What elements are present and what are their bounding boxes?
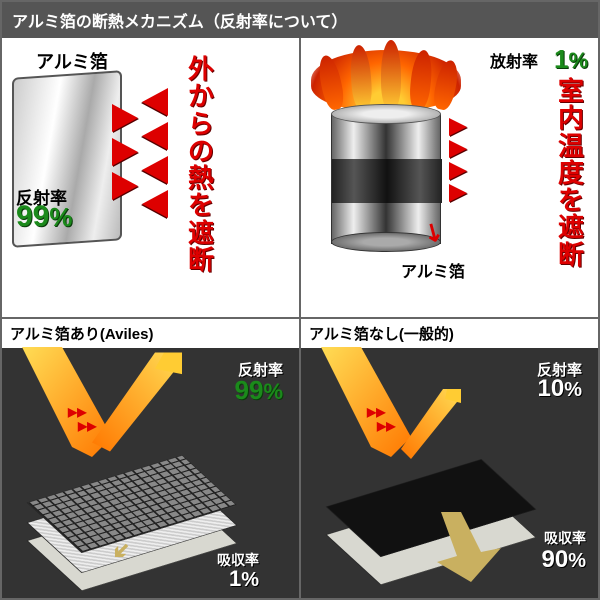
emit-pct: 1%	[554, 44, 588, 75]
reflect-pct: 99%	[16, 200, 73, 234]
panel-without-foil: アルミ箔なし(一般的) ▶▶ ▶▶ 反射率 10%	[301, 319, 598, 598]
section-title-with-foil: アルミ箔あり(Aviles)	[2, 319, 299, 348]
absorb-label-br: 吸収率	[544, 528, 586, 548]
beam-out-large	[92, 347, 182, 457]
beam-in-large2	[321, 347, 411, 457]
panel-drum-emit: 放射率 1%	[301, 38, 598, 317]
vertical-block-heat: 外からの熱を遮断	[188, 56, 214, 274]
absorb-arrow-large	[431, 512, 501, 582]
foil-label-drum: アルミ箔	[401, 258, 465, 282]
absorb-pct-br: 90%	[542, 546, 587, 574]
emit-label: 放射率	[490, 48, 538, 72]
emit-arrows	[449, 118, 467, 202]
panel-foil-reflect: アルミ箔 反射率 99% 外からの熱を遮断	[2, 38, 301, 317]
vertical-block-room: 室内温度を遮断	[558, 78, 584, 269]
heat-arrows-reflect	[112, 104, 138, 200]
reflect-pct-br: 10%	[538, 375, 583, 403]
panel-with-foil: アルミ箔あり(Aviles) ▶▶ ▶▶ 反射率 99%	[2, 319, 301, 598]
beam-out-small	[401, 389, 461, 459]
foil-label: アルミ箔	[36, 48, 108, 74]
flame-icon	[311, 40, 461, 110]
reflect-pct-bl: 99%	[235, 375, 283, 406]
title-bar: アルミ箔の断熱メカニズム（反射率について）	[2, 2, 598, 38]
section-title-without-foil: アルミ箔なし(一般的)	[301, 319, 598, 348]
absorb-pct-bl: 1%	[229, 566, 259, 592]
heat-arrows-in	[142, 88, 168, 218]
